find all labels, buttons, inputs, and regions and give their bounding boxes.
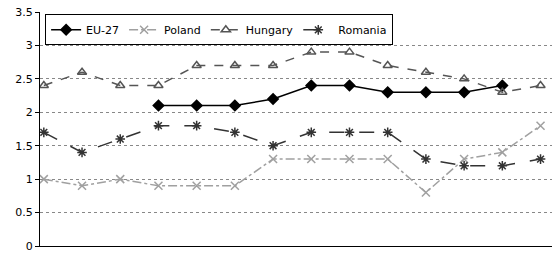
svg-text:Poland: Poland [164, 24, 201, 37]
svg-text:3: 3 [26, 39, 33, 52]
svg-text:2.5: 2.5 [15, 73, 33, 86]
svg-text:2: 2 [26, 106, 33, 119]
svg-text:0.5: 0.5 [15, 206, 33, 219]
svg-text:Hungary: Hungary [246, 24, 293, 37]
svg-text:0: 0 [26, 240, 33, 253]
svg-text:EU-27: EU-27 [86, 24, 119, 37]
svg-text:1.5: 1.5 [15, 140, 33, 153]
svg-text:1: 1 [26, 173, 33, 186]
svg-text:3.5: 3.5 [15, 6, 33, 19]
svg-text:Romania: Romania [338, 24, 386, 37]
